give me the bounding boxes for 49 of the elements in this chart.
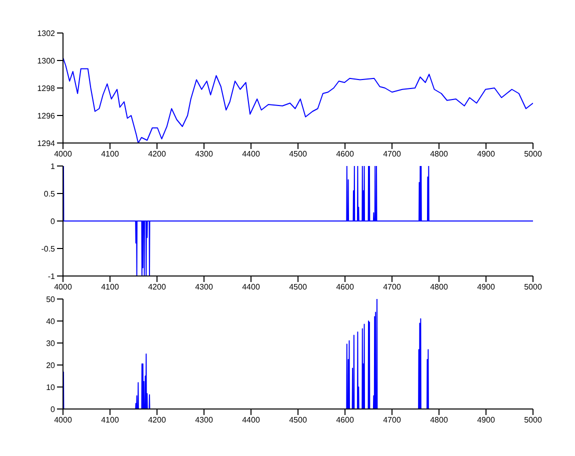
x-tick-label: 4100 <box>101 416 120 425</box>
x-tick-label: 4200 <box>148 150 166 159</box>
x-tick-label: 4000 <box>54 416 72 425</box>
y-tick-label: 1294 <box>37 138 56 148</box>
x-tick-label: 5000 <box>524 416 542 425</box>
x-tick-label: 4900 <box>477 282 496 292</box>
x-tick-label: 4400 <box>242 150 260 159</box>
x-tick-label: 4500 <box>289 150 308 159</box>
x-tick-label: 4600 <box>336 416 354 425</box>
x-tick-label: 4800 <box>430 150 448 159</box>
x-tick-label: 4100 <box>101 282 120 292</box>
x-tick-label: 4800 <box>430 282 448 292</box>
x-tick-label: 4600 <box>336 150 354 159</box>
x-tick-label: 4700 <box>383 282 402 292</box>
y-tick-label: 1298 <box>37 84 56 93</box>
x-tick-label: 4000 <box>54 150 72 159</box>
x-tick-label: 4900 <box>477 416 496 425</box>
x-tick-label: 5000 <box>524 150 542 159</box>
x-tick-label: 4300 <box>195 416 214 425</box>
x-tick-label: 4900 <box>477 150 496 159</box>
x-tick-label: 4700 <box>383 150 402 159</box>
x-tick-label: 5000 <box>524 282 542 292</box>
x-tick-label: 4300 <box>195 150 214 159</box>
y-tick-label: 0 <box>50 216 56 226</box>
y-tick-label: 20 <box>46 360 56 370</box>
x-tick-label: 4800 <box>430 416 448 425</box>
x-tick-label: 4400 <box>242 282 260 292</box>
x-tick-label: 4200 <box>148 416 166 425</box>
y-tick-label: 1296 <box>37 111 56 120</box>
y-tick-label: 1 <box>50 162 56 171</box>
y-tick-label: 0.5 <box>44 189 56 198</box>
x-tick-label: 4700 <box>383 416 402 425</box>
y-tick-label: -0.5 <box>41 244 56 254</box>
x-tick-label: 4100 <box>101 150 120 159</box>
x-tick-label: 4600 <box>336 282 354 292</box>
y-tick-label: 30 <box>46 338 56 348</box>
y-tick-label: -1 <box>48 272 56 281</box>
x-tick-label: 4000 <box>54 282 72 292</box>
x-tick-label: 4400 <box>242 416 260 425</box>
y-tick-label: 1302 <box>37 28 56 38</box>
y-tick-label: 10 <box>46 382 56 392</box>
x-tick-label: 4500 <box>289 282 308 292</box>
y-tick-label: 50 <box>46 294 56 304</box>
y-tick-label: 1300 <box>37 56 56 66</box>
x-tick-label: 4300 <box>195 282 214 292</box>
y-tick-label: 0 <box>50 404 56 414</box>
y-tick-label: 40 <box>46 316 56 326</box>
x-tick-label: 4500 <box>289 416 308 425</box>
x-tick-label: 4200 <box>148 282 166 292</box>
